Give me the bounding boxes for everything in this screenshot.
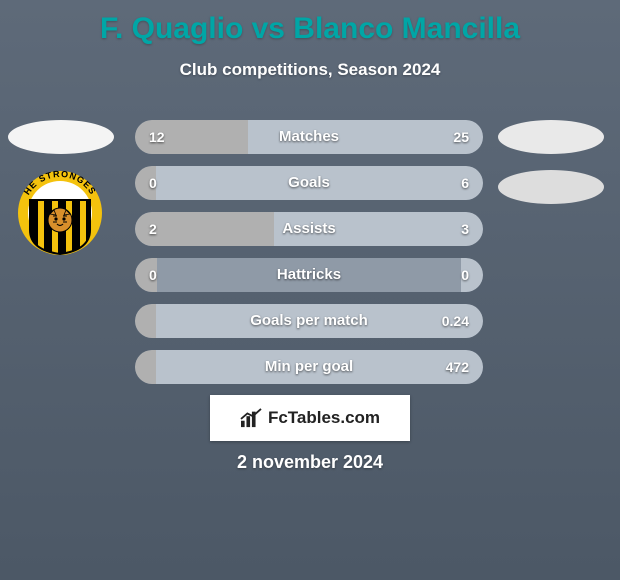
stat-value-right: 0 [461, 258, 469, 292]
stat-row: Goals06 [135, 166, 483, 200]
stat-value-right: 472 [446, 350, 469, 384]
stats-bars: Matches1225Goals06Assists23Hattricks00Go… [135, 120, 483, 396]
bar-track [135, 120, 483, 154]
subtitle: Club competitions, Season 2024 [0, 60, 620, 80]
stat-value-right: 0.24 [442, 304, 469, 338]
the-strongest-logo: HE STRONGES [10, 170, 110, 256]
stat-row: Hattricks00 [135, 258, 483, 292]
stat-value-left: 12 [149, 120, 165, 154]
source-attribution: FcTables.com [210, 395, 410, 441]
stat-value-left: 0 [149, 258, 157, 292]
bar-left-fill [135, 350, 157, 384]
stat-row: Min per goal472 [135, 350, 483, 384]
right-player-column [498, 120, 608, 220]
bar-track [135, 304, 483, 338]
page-title: F. Quaglio vs Blanco Mancilla [0, 0, 620, 46]
snapshot-date: 2 november 2024 [0, 452, 620, 473]
bar-right-fill [156, 166, 483, 200]
comparison-infographic: F. Quaglio vs Blanco Mancilla Club compe… [0, 0, 620, 580]
stat-row: Matches1225 [135, 120, 483, 154]
stat-value-right: 3 [461, 212, 469, 246]
fctables-icon [240, 408, 262, 428]
player-badge-left-placeholder [8, 120, 114, 154]
stat-value-right: 25 [453, 120, 469, 154]
bar-right-fill [248, 120, 483, 154]
stat-row: Assists23 [135, 212, 483, 246]
stat-value-left: 0 [149, 166, 157, 200]
player-badge-right-placeholder-2 [498, 170, 604, 204]
stat-value-right: 6 [461, 166, 469, 200]
bar-right-fill [274, 212, 483, 246]
bar-right-fill [156, 350, 483, 384]
bar-left-fill [135, 304, 157, 338]
bar-track [135, 258, 483, 292]
team-logo-left: HE STRONGES [10, 170, 110, 256]
left-player-column: HE STRONGES [8, 120, 118, 256]
bar-track [135, 350, 483, 384]
player-badge-right-placeholder-1 [498, 120, 604, 154]
stat-row: Goals per match0.24 [135, 304, 483, 338]
bar-track [135, 166, 483, 200]
source-name: FcTables.com [268, 408, 380, 428]
stat-value-left: 2 [149, 212, 157, 246]
bar-track [135, 212, 483, 246]
bar-right-fill [156, 304, 483, 338]
